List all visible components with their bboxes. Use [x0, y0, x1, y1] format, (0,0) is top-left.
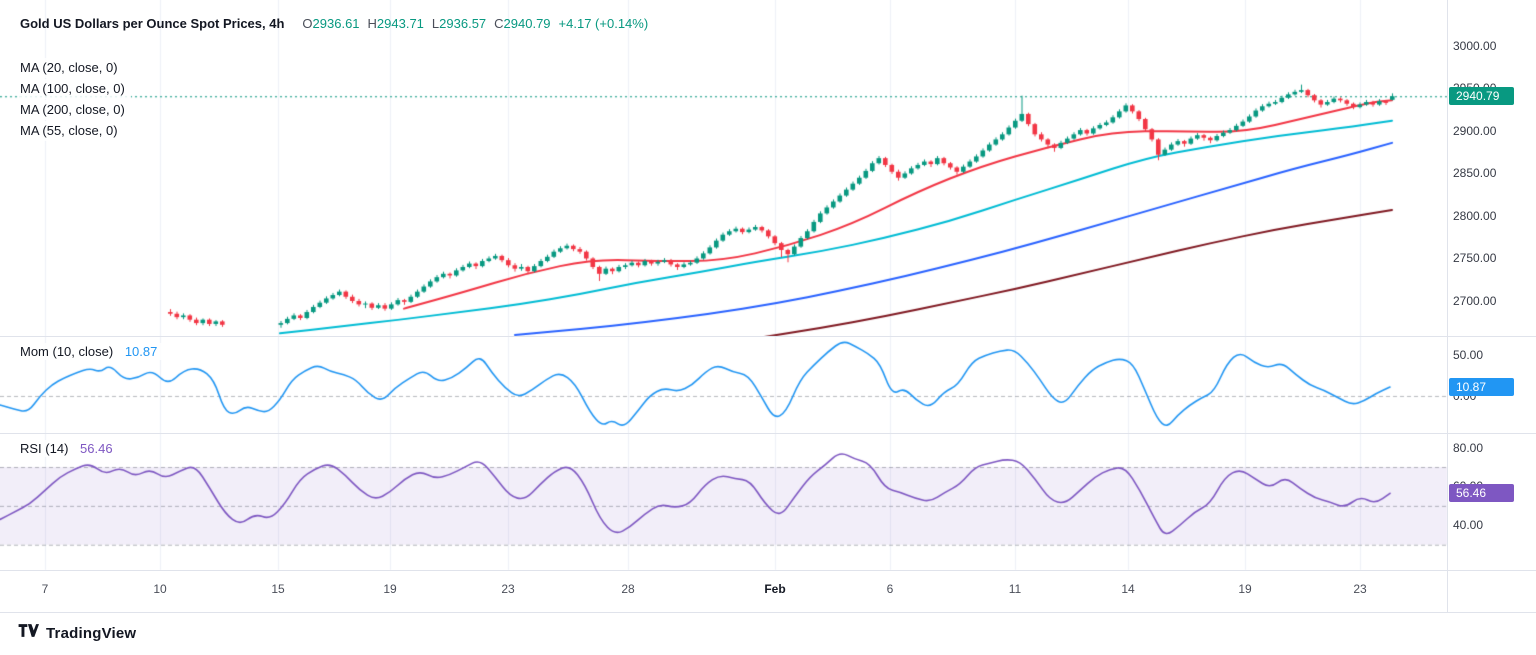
price-axis-border: [1447, 0, 1448, 612]
low-label: L: [431, 16, 440, 31]
high-label: H: [367, 16, 377, 31]
price-axis-label: 2700.00: [1453, 293, 1497, 308]
time-axis-label: 23: [501, 582, 515, 596]
ma-legend-200[interactable]: MA (200, close, 0): [20, 100, 131, 120]
change-value: +4.17 (+0.14%): [558, 16, 649, 31]
time-axis-label: 19: [383, 582, 397, 596]
high-value: 2943.71: [376, 16, 424, 31]
mom-label: Mom (10, close): [20, 344, 114, 359]
rsi-value-badge: 56.46: [1449, 484, 1514, 503]
tradingview-attribution[interactable]: TradingView: [18, 622, 136, 644]
price-axis-label: 3000.00: [1453, 38, 1497, 53]
chart-bottom-border: [0, 612, 1536, 613]
mom-value: 10.87: [124, 344, 158, 359]
ma-legend-100[interactable]: MA (100, close, 0): [20, 79, 131, 99]
open-label: O: [302, 16, 313, 31]
price-axis-label: 2900.00: [1453, 123, 1497, 138]
rsi-label: RSI (14): [20, 441, 69, 456]
time-axis-label: 14: [1121, 582, 1135, 596]
rsi-value: 56.46: [80, 441, 113, 456]
rsi-indicator-legend[interactable]: RSI (14) 56.46: [20, 440, 119, 457]
close-value: 2940.79: [503, 16, 551, 31]
time-axis-label: 28: [621, 582, 635, 596]
time-axis-label: 7: [41, 582, 49, 596]
ma-legend-55[interactable]: MA (55, close, 0): [20, 121, 124, 141]
chart-header: Gold US Dollars per Ounce Spot Prices, 4…: [20, 16, 648, 31]
rsi-axis-label: 80.00: [1453, 440, 1484, 455]
tradingview-wordmark: TradingView: [46, 624, 137, 642]
last-price-badge: 2940.79: [1449, 87, 1514, 106]
panel-separator-mom-rsi[interactable]: [0, 433, 1536, 434]
time-axis-label: 15: [271, 582, 285, 596]
mom-indicator-legend[interactable]: Mom (10, close) 10.87: [20, 343, 164, 360]
close-label: C: [494, 16, 504, 31]
low-value: 2936.57: [439, 16, 487, 31]
time-axis-separator: [0, 570, 1536, 571]
panel-separator-main-mom[interactable]: [0, 336, 1536, 337]
time-axis-label: 19: [1238, 582, 1252, 596]
time-axis-label: Feb: [764, 582, 786, 596]
rsi-axis-label: 40.00: [1453, 518, 1484, 533]
time-axis-label: 6: [886, 582, 894, 596]
time-axis-label: 23: [1353, 582, 1367, 596]
tradingview-logo-icon: [18, 622, 39, 644]
mom-value-badge: 10.87: [1449, 378, 1514, 397]
time-axis-label: 10: [153, 582, 167, 596]
symbol-title[interactable]: Gold US Dollars per Ounce Spot Prices, 4…: [20, 16, 285, 31]
price-axis-label: 2800.00: [1453, 208, 1497, 223]
price-axis-label: 2850.00: [1453, 166, 1497, 181]
price-axis-label: 2750.00: [1453, 251, 1497, 266]
open-value: 2936.61: [312, 16, 360, 31]
mom-axis-label: 50.00: [1453, 348, 1484, 363]
ma-legend-20[interactable]: MA (20, close, 0): [20, 58, 124, 78]
time-axis-label: 11: [1008, 582, 1022, 596]
